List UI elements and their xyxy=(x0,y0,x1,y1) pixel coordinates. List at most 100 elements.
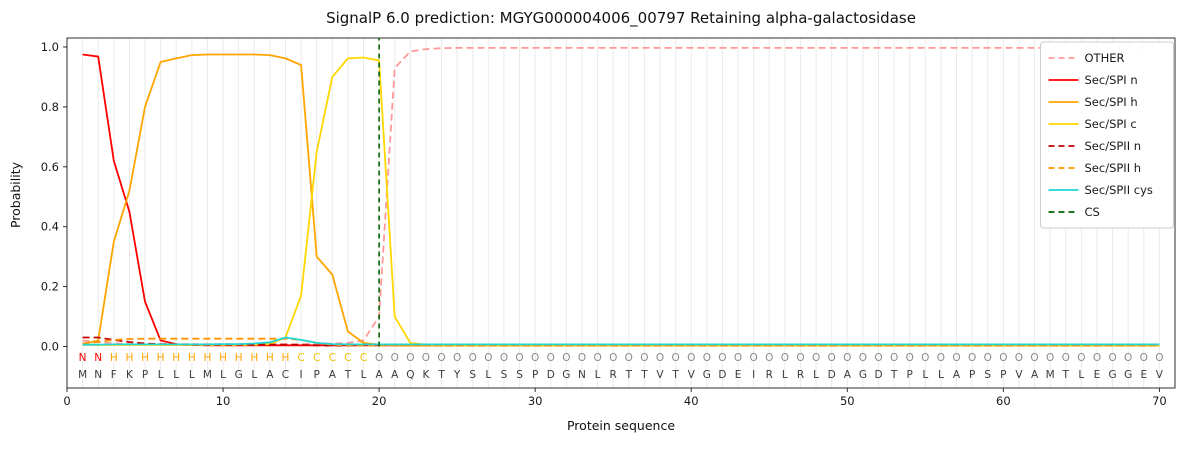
legend-item-sec-spi-c: Sec/SPI c xyxy=(1048,117,1137,131)
svg-text:O: O xyxy=(999,352,1007,364)
svg-text:A: A xyxy=(391,369,399,381)
svg-text:30: 30 xyxy=(528,394,543,408)
svg-text:H: H xyxy=(266,352,274,364)
svg-text:G: G xyxy=(1109,369,1117,381)
svg-text:O: O xyxy=(1015,352,1023,364)
svg-text:N: N xyxy=(79,352,87,364)
svg-text:O: O xyxy=(1155,352,1163,364)
svg-text:O: O xyxy=(640,352,648,364)
svg-text:0.6: 0.6 xyxy=(41,160,59,174)
svg-text:P: P xyxy=(969,369,975,381)
series-line-sec-spi-n xyxy=(82,53,1160,347)
svg-text:O: O xyxy=(1093,352,1101,364)
legend-label: Sec/SPII cys xyxy=(1085,183,1153,197)
svg-text:T: T xyxy=(890,369,898,381)
svg-text:T: T xyxy=(671,369,679,381)
svg-text:D: D xyxy=(874,369,882,381)
svg-text:L: L xyxy=(189,369,195,381)
svg-text:60: 60 xyxy=(996,394,1011,408)
svg-text:P: P xyxy=(907,369,913,381)
svg-text:V: V xyxy=(656,369,664,381)
svg-text:A: A xyxy=(1031,369,1039,381)
svg-text:I: I xyxy=(300,369,303,381)
svg-text:O: O xyxy=(734,352,742,364)
svg-text:L: L xyxy=(361,369,367,381)
svg-text:O: O xyxy=(796,352,804,364)
svg-text:V: V xyxy=(1015,369,1023,381)
svg-text:S: S xyxy=(501,369,508,381)
svg-text:K: K xyxy=(422,369,430,381)
svg-text:O: O xyxy=(703,352,711,364)
legend-item-sec-spii-h: Sec/SPII h xyxy=(1048,161,1142,175)
legend-item-cs: CS xyxy=(1048,205,1100,219)
svg-text:N: N xyxy=(94,369,102,381)
svg-text:V: V xyxy=(1156,369,1164,381)
svg-text:70: 70 xyxy=(1152,394,1167,408)
svg-text:R: R xyxy=(610,369,617,381)
svg-text:O: O xyxy=(874,352,882,364)
svg-text:O: O xyxy=(656,352,664,364)
svg-text:A: A xyxy=(953,369,961,381)
svg-text:O: O xyxy=(906,352,914,364)
svg-text:H: H xyxy=(219,352,227,364)
svg-text:T: T xyxy=(625,369,633,381)
svg-text:N: N xyxy=(578,369,586,381)
svg-text:L: L xyxy=(251,369,257,381)
svg-text:T: T xyxy=(437,369,445,381)
svg-text:Y: Y xyxy=(453,369,461,381)
svg-text:H: H xyxy=(250,352,258,364)
svg-text:M: M xyxy=(203,369,212,381)
svg-text:0.2: 0.2 xyxy=(41,280,59,294)
svg-text:A: A xyxy=(266,369,274,381)
svg-text:0.0: 0.0 xyxy=(41,340,59,354)
svg-text:L: L xyxy=(220,369,226,381)
svg-text:O: O xyxy=(1077,352,1085,364)
svg-text:O: O xyxy=(484,352,492,364)
legend-label: OTHER xyxy=(1085,51,1125,65)
svg-text:G: G xyxy=(703,369,711,381)
svg-text:O: O xyxy=(609,352,617,364)
svg-text:L: L xyxy=(782,369,788,381)
svg-text:O: O xyxy=(1108,352,1116,364)
svg-text:O: O xyxy=(578,352,586,364)
svg-text:O: O xyxy=(469,352,477,364)
svg-text:0.8: 0.8 xyxy=(41,100,59,114)
svg-text:R: R xyxy=(797,369,804,381)
svg-text:R: R xyxy=(766,369,773,381)
svg-text:T: T xyxy=(1062,369,1070,381)
legend-label: CS xyxy=(1085,205,1100,219)
svg-text:A: A xyxy=(376,369,384,381)
legend-label: Sec/SPII h xyxy=(1085,161,1142,175)
svg-text:O: O xyxy=(921,352,929,364)
svg-text:O: O xyxy=(1046,352,1054,364)
svg-text:L: L xyxy=(595,369,601,381)
svg-text:O: O xyxy=(890,352,898,364)
legend-item-sec-spii-n: Sec/SPII n xyxy=(1048,139,1142,153)
svg-text:F: F xyxy=(111,369,117,381)
svg-text:C: C xyxy=(329,352,336,364)
svg-text:O: O xyxy=(952,352,960,364)
svg-text:P: P xyxy=(532,369,538,381)
series-line-sec-spii-cys xyxy=(82,336,1160,346)
svg-text:D: D xyxy=(828,369,836,381)
svg-text:A: A xyxy=(844,369,852,381)
svg-text:O: O xyxy=(671,352,679,364)
svg-text:Q: Q xyxy=(406,369,414,381)
svg-text:O: O xyxy=(859,352,867,364)
svg-text:O: O xyxy=(1030,352,1038,364)
svg-text:H: H xyxy=(157,352,165,364)
svg-text:H: H xyxy=(125,352,133,364)
svg-text:0: 0 xyxy=(63,394,70,408)
svg-text:H: H xyxy=(141,352,149,364)
svg-text:E: E xyxy=(1140,369,1147,381)
x-axis-ticks: 0 10 20 30 40 50 60 70 xyxy=(63,388,1167,408)
svg-text:E: E xyxy=(735,369,742,381)
svg-text:L: L xyxy=(1078,369,1084,381)
legend-label: Sec/SPII n xyxy=(1085,139,1142,153)
legend-item-other: OTHER xyxy=(1048,51,1125,65)
svg-text:C: C xyxy=(360,352,367,364)
svg-text:O: O xyxy=(843,352,851,364)
legend-label: Sec/SPI c xyxy=(1085,117,1137,131)
svg-text:O: O xyxy=(375,352,383,364)
